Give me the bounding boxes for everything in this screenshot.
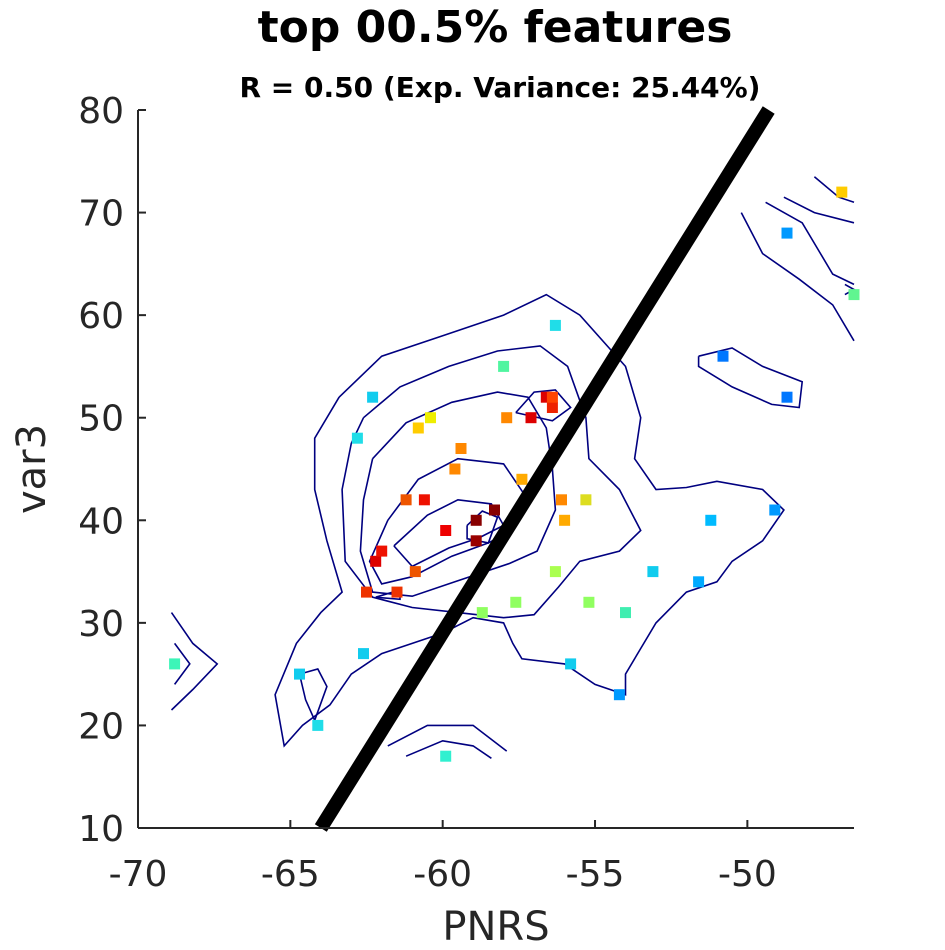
data-point <box>391 586 403 598</box>
data-point <box>370 555 382 567</box>
contour-line <box>783 196 855 224</box>
data-point <box>169 658 181 670</box>
contour-line <box>765 201 855 286</box>
y-axis-label: var3 <box>9 424 55 514</box>
x-tick-label: -65 <box>261 854 320 895</box>
data-point <box>470 514 482 526</box>
y-tick-label: 70 <box>78 194 124 235</box>
y-tick-label: 60 <box>78 296 124 337</box>
data-point <box>412 422 424 434</box>
data-point <box>425 412 436 424</box>
data-points <box>169 186 860 762</box>
contour-line <box>515 389 572 422</box>
data-point <box>717 350 729 362</box>
data-point <box>516 473 528 485</box>
data-point <box>556 494 567 506</box>
data-point <box>376 545 388 557</box>
contour-line <box>466 510 499 544</box>
data-point <box>546 391 558 403</box>
data-point <box>525 412 537 424</box>
data-point <box>848 289 860 301</box>
chart-subtitle: R = 0.50 (Exp. Variance: 25.44%) <box>240 71 761 104</box>
contour-line <box>740 212 855 342</box>
data-point <box>781 391 793 403</box>
y-ticks: 10 20 30 40 50 60 70 80 <box>78 91 146 850</box>
data-point <box>613 689 625 701</box>
density-contours <box>170 176 856 759</box>
data-point <box>781 227 793 239</box>
data-point <box>449 463 461 475</box>
contour-line <box>274 293 785 748</box>
contour-line <box>170 612 219 711</box>
data-point <box>409 566 421 578</box>
data-point <box>400 494 412 506</box>
contour-line <box>405 739 492 759</box>
data-point <box>455 443 467 454</box>
y-tick-label: 40 <box>78 501 124 542</box>
contour-line <box>387 724 508 752</box>
y-tick-label: 80 <box>78 91 124 132</box>
x-tick-label: -55 <box>566 854 625 895</box>
data-point <box>693 576 705 588</box>
x-ticks: -70 -65 -60 -55 -50 <box>109 820 777 895</box>
data-point <box>501 412 513 424</box>
contour-line <box>173 642 191 685</box>
data-point <box>498 360 510 372</box>
contour-line <box>341 345 642 619</box>
x-tick-label: -60 <box>413 854 472 895</box>
y-tick-label: 20 <box>78 706 124 747</box>
data-point <box>312 719 324 731</box>
contour-line <box>298 668 328 723</box>
regression-line-group <box>314 106 775 832</box>
data-point <box>367 391 379 403</box>
axes <box>137 110 854 829</box>
data-point <box>549 319 561 331</box>
data-point <box>351 432 363 444</box>
y-tick-label: 50 <box>78 399 124 440</box>
data-point <box>836 186 848 198</box>
data-point <box>769 504 781 516</box>
data-point <box>546 402 558 413</box>
data-point <box>470 535 482 547</box>
data-point <box>559 514 571 526</box>
x-tick-label: -50 <box>718 854 777 895</box>
regression-line <box>314 106 775 832</box>
data-point <box>440 750 452 762</box>
contour-line <box>813 176 855 204</box>
y-tick-label: 30 <box>78 604 124 645</box>
contour-line <box>697 347 804 409</box>
data-point <box>418 494 430 506</box>
data-point <box>583 596 595 608</box>
data-point <box>705 514 717 526</box>
data-point <box>540 391 552 403</box>
data-point <box>549 566 561 578</box>
data-point <box>294 668 305 680</box>
contour-line <box>359 391 557 598</box>
y-tick-label: 10 <box>78 809 124 850</box>
data-point <box>647 566 659 578</box>
data-point <box>565 658 577 670</box>
x-axis-label: PNRS <box>442 904 549 945</box>
data-point <box>361 586 372 598</box>
data-point <box>580 494 592 506</box>
data-point <box>510 596 522 608</box>
chart-title: top 00.5% features <box>258 2 733 53</box>
data-point <box>358 648 369 660</box>
x-tick-label: -70 <box>109 854 168 895</box>
data-point <box>440 525 452 536</box>
data-point <box>620 607 631 619</box>
data-point <box>489 504 500 516</box>
data-point <box>476 607 488 619</box>
